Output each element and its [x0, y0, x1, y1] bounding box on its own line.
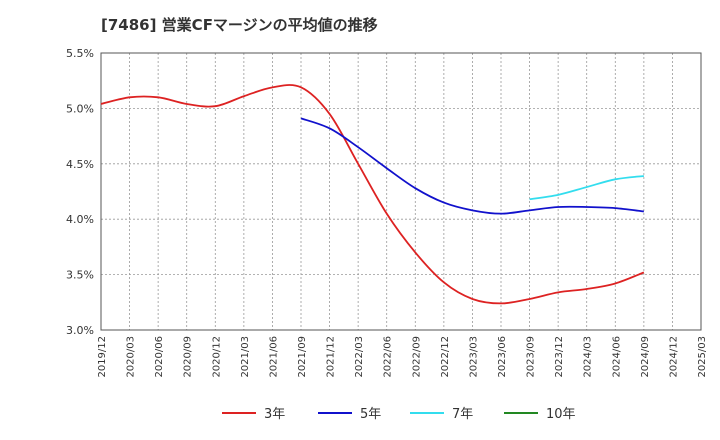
y-tick-label: 5.0% [66, 102, 94, 115]
legend-label: 3年 [264, 407, 285, 422]
y-tick-label: 3.5% [66, 269, 94, 282]
x-tick-label: 2022/09 [411, 336, 422, 378]
x-tick-label: 2019/12 [97, 336, 108, 378]
x-tick-label: 2024/12 [668, 336, 679, 378]
x-tick-label: 2023/06 [497, 336, 508, 378]
x-tick-label: 2024/06 [611, 336, 622, 378]
x-tick-label: 2023/09 [526, 336, 537, 378]
series-line [300, 117, 644, 215]
x-tick-label: 2020/12 [211, 336, 222, 378]
x-tick-label: 2021/09 [297, 336, 308, 378]
x-tick-label: 2024/09 [640, 336, 651, 378]
legend-label: 5年 [360, 407, 381, 422]
x-tick-label: 2021/06 [268, 336, 279, 378]
x-tick-label: 2023/03 [468, 336, 479, 378]
x-tick-label: 2021/03 [240, 336, 251, 378]
x-tick-label: 2024/03 [583, 336, 594, 378]
plot-area [101, 53, 701, 330]
x-tick-label: 2022/06 [383, 336, 394, 378]
x-tick-label: 2022/12 [440, 336, 451, 378]
x-tick-label: 2020/09 [183, 336, 194, 378]
series-line [529, 175, 644, 201]
legend-label: 10年 [546, 407, 576, 422]
legend-label: 7年 [452, 407, 473, 422]
x-tick-label: 2020/03 [126, 336, 137, 378]
x-tick-label: 2025/03 [697, 336, 708, 378]
y-tick-label: 3.0% [66, 324, 94, 337]
y-tick-label: 5.5% [66, 47, 94, 60]
y-tick-label: 4.0% [66, 213, 94, 226]
y-tick-label: 4.5% [66, 158, 94, 171]
series-line [100, 84, 645, 305]
x-tick-label: 2020/06 [154, 336, 165, 378]
plot-border [100, 52, 702, 331]
chart-title: [7486] 営業CFマージンの平均値の推移 [101, 16, 378, 34]
x-tick-label: 2021/12 [326, 336, 337, 378]
x-tick-label: 2022/03 [354, 336, 365, 378]
x-tick-label: 2023/12 [554, 336, 565, 378]
